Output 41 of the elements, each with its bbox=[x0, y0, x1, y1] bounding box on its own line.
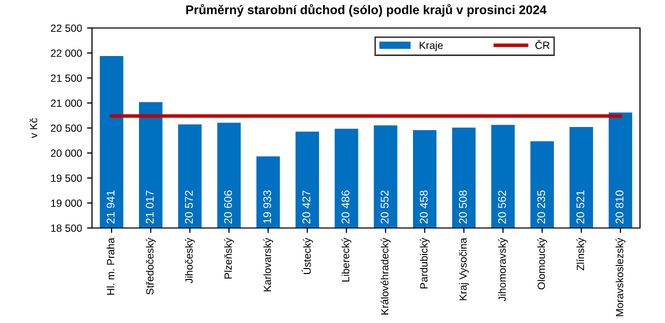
x-tick-label: Karlovarský bbox=[263, 238, 274, 292]
x-tick-label: Zlínský bbox=[576, 238, 586, 270]
y-tick-label: 20 500 bbox=[50, 124, 82, 132]
x-tick-label: Královéhradecký bbox=[380, 238, 390, 314]
y-tick-label: 20 000 bbox=[50, 150, 82, 157]
data-label: 20 521 bbox=[576, 190, 584, 224]
data-label: 19 933 bbox=[263, 190, 272, 224]
data-label: 20 458 bbox=[420, 190, 428, 224]
x-tick-label: Středočeský bbox=[146, 238, 156, 295]
x-tick-label: Jihomoravský bbox=[498, 238, 508, 302]
x-tick-label: Jihočeský bbox=[184, 238, 195, 284]
y-tick-label: 18 500 bbox=[51, 224, 82, 232]
data-label: 20 552 bbox=[380, 190, 389, 224]
data-label: 20 427 bbox=[302, 190, 310, 224]
x-tick-label: Liberecký bbox=[342, 238, 352, 282]
legend-label: Kraje bbox=[420, 41, 443, 52]
y-axis-title: v Kč bbox=[30, 118, 38, 138]
data-label: 20 562 bbox=[498, 190, 506, 224]
x-tick-label: Hl. m. Praha bbox=[106, 238, 114, 295]
y-tick-label: 19 000 bbox=[51, 200, 82, 207]
data-label: 20 508 bbox=[458, 190, 467, 224]
legend-label: ČR bbox=[535, 40, 550, 50]
data-label: 20 810 bbox=[616, 190, 624, 224]
data-label: 20 572 bbox=[184, 190, 193, 224]
x-tick-label: Ústecký bbox=[302, 238, 313, 274]
y-tick-label: 22 000 bbox=[50, 50, 82, 57]
y-tick-label: 21 000 bbox=[50, 100, 82, 107]
data-label: 21 017 bbox=[146, 190, 154, 224]
chart-title: Průměrný starobní důchod (sólo) podle krajů v prosinci 2024 bbox=[186, 4, 547, 17]
x-tick-label: Olomoucký bbox=[537, 238, 548, 290]
data-label: 20 235 bbox=[537, 190, 546, 224]
x-tick-label: Kraj Vysočina bbox=[458, 238, 469, 300]
data-label: 21 941 bbox=[106, 190, 115, 224]
y-tick-label: 22 500 bbox=[50, 24, 82, 32]
data-label: 20 486 bbox=[342, 190, 350, 224]
x-tick-label: Moravskoslezský bbox=[616, 238, 626, 316]
y-tick-label: 19 500 bbox=[51, 174, 82, 182]
y-tick-label: 21 500 bbox=[50, 74, 82, 82]
x-tick-label: Plzeňský bbox=[224, 238, 234, 279]
data-label: 20 606 bbox=[224, 190, 232, 224]
x-tick-label: Pardubický bbox=[420, 238, 430, 288]
